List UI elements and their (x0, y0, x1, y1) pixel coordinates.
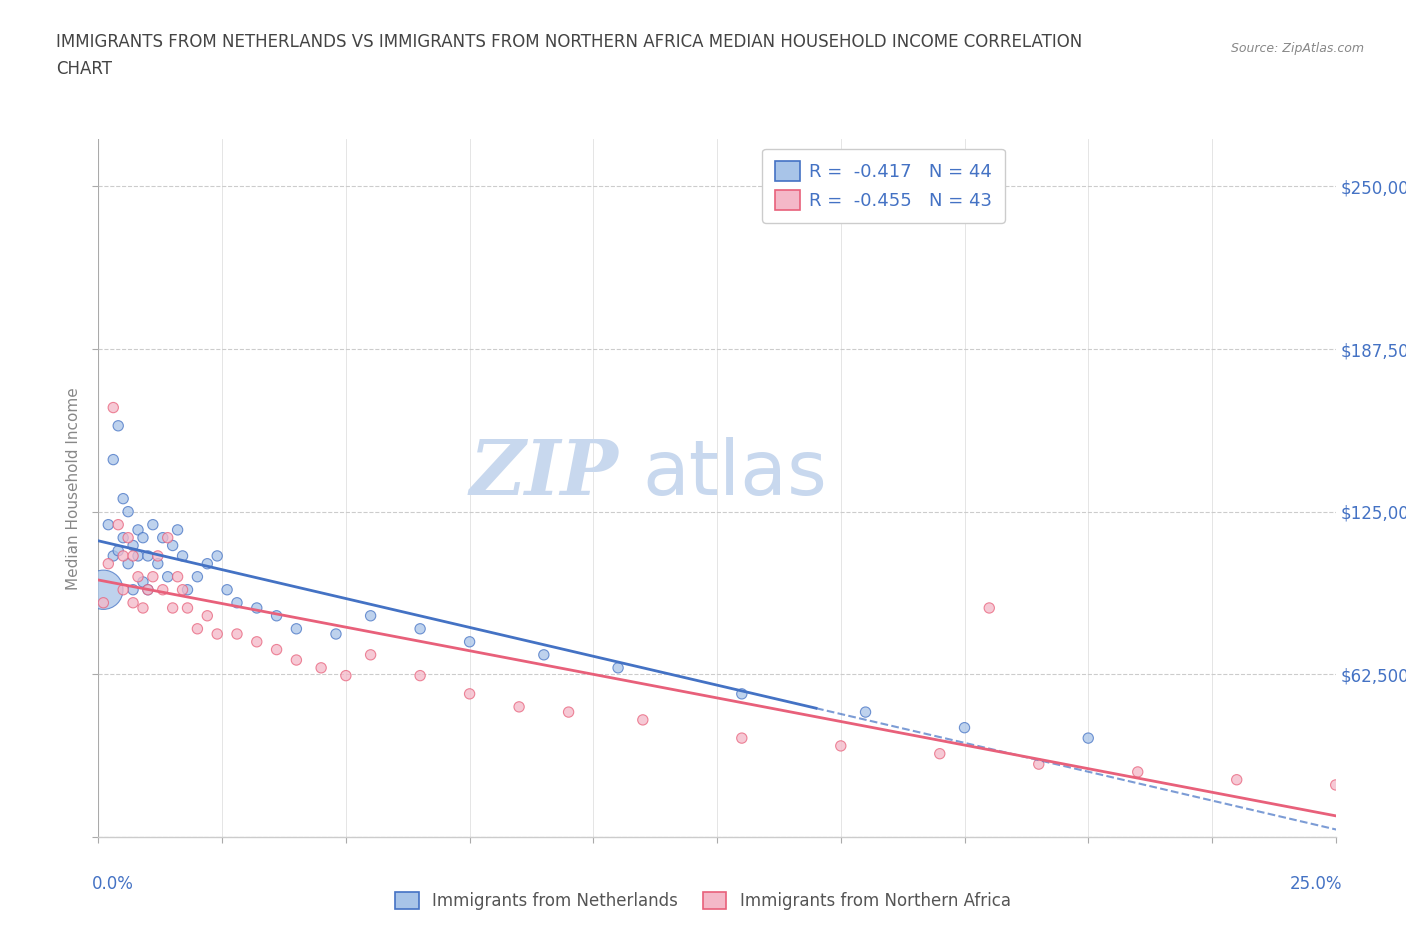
Point (136, 582, 159, 597)
Point (112, 549, 135, 564)
Point (127, 549, 149, 564)
Point (162, 538, 184, 553)
Point (285, 621, 308, 636)
Point (166, 523, 188, 538)
Point (166, 569, 188, 584)
Point (409, 621, 432, 636)
Point (127, 569, 149, 584)
Text: CHART: CHART (56, 60, 112, 78)
Point (93, 595, 115, 610)
Point (97, 517, 120, 532)
Y-axis label: Median Household Income: Median Household Income (66, 387, 82, 590)
Point (409, 668, 432, 683)
Text: 25.0%: 25.0% (1289, 875, 1341, 894)
Point (107, 418, 129, 433)
Point (246, 634, 269, 649)
Point (93, 582, 115, 597)
Text: ZIP: ZIP (470, 437, 619, 512)
Point (309, 660, 332, 675)
Point (979, 601, 1001, 616)
Point (152, 530, 174, 545)
Point (217, 582, 239, 597)
Point (830, 738, 852, 753)
Point (557, 705, 579, 720)
Point (1324, 777, 1347, 792)
Point (285, 653, 308, 668)
Point (1226, 772, 1249, 787)
Point (186, 621, 208, 636)
Point (731, 686, 754, 701)
Point (146, 556, 169, 571)
Point (226, 627, 249, 642)
Text: 0.0%: 0.0% (93, 875, 134, 894)
Point (112, 582, 135, 597)
Legend: R =  -0.417   N = 44, R =  -0.455   N = 43: R = -0.417 N = 44, R = -0.455 N = 43 (762, 149, 1005, 222)
Point (122, 538, 145, 553)
Point (1077, 731, 1099, 746)
Point (953, 720, 976, 735)
Point (205, 627, 228, 642)
Point (136, 582, 159, 597)
Point (142, 517, 165, 532)
Point (533, 647, 555, 662)
Point (1028, 757, 1050, 772)
Point (246, 601, 269, 616)
Point (508, 699, 530, 714)
Point (176, 601, 198, 616)
Point (103, 452, 125, 467)
Point (142, 569, 165, 584)
Point (117, 530, 139, 545)
Point (731, 731, 754, 746)
Point (117, 504, 139, 519)
Point (136, 549, 159, 564)
Point (928, 746, 950, 761)
Point (631, 712, 654, 727)
Point (266, 643, 288, 658)
Point (112, 530, 135, 545)
Point (266, 608, 288, 623)
Point (186, 569, 208, 584)
Text: Source: ZipAtlas.com: Source: ZipAtlas.com (1230, 42, 1364, 55)
Point (146, 549, 169, 564)
Point (607, 660, 630, 675)
Point (122, 549, 145, 564)
Point (103, 400, 125, 415)
Point (132, 575, 155, 590)
Legend: Immigrants from Netherlands, Immigrants from Northern Africa: Immigrants from Netherlands, Immigrants … (388, 885, 1018, 917)
Point (172, 549, 194, 564)
Point (156, 530, 179, 545)
Point (162, 601, 184, 616)
Point (458, 686, 481, 701)
Point (205, 549, 228, 564)
Point (176, 582, 198, 597)
Point (122, 595, 145, 610)
Point (107, 543, 129, 558)
Point (127, 523, 149, 538)
Point (360, 647, 382, 662)
Text: IMMIGRANTS FROM NETHERLANDS VS IMMIGRANTS FROM NORTHERN AFRICA MEDIAN HOUSEHOLD : IMMIGRANTS FROM NETHERLANDS VS IMMIGRANT… (56, 33, 1083, 50)
Point (117, 556, 139, 571)
Text: atlas: atlas (643, 437, 828, 512)
Point (360, 608, 382, 623)
Point (112, 491, 135, 506)
Point (226, 595, 249, 610)
Point (156, 569, 179, 584)
Point (195, 556, 218, 571)
Point (335, 668, 357, 683)
Point (132, 601, 155, 616)
Point (855, 705, 877, 720)
Point (1126, 764, 1149, 779)
Point (172, 582, 194, 597)
Point (195, 608, 218, 623)
Point (97, 556, 120, 571)
Point (325, 627, 347, 642)
Point (458, 634, 481, 649)
Point (103, 549, 125, 564)
Point (122, 582, 145, 597)
Point (152, 582, 174, 597)
Point (107, 517, 129, 532)
Point (132, 530, 155, 545)
